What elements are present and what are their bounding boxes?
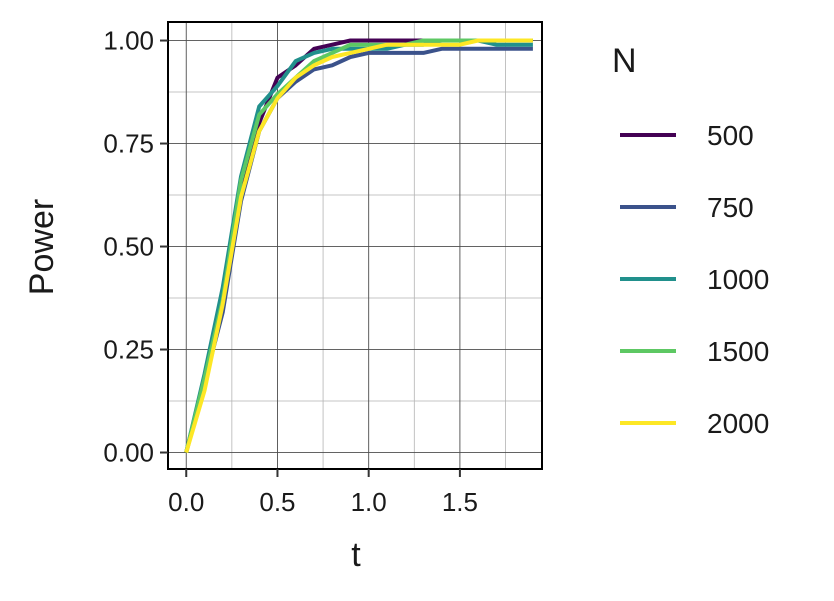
- y-tick-label: 0.50: [103, 232, 154, 262]
- y-tick-label: 1.00: [103, 26, 154, 56]
- legend: N 500 750 1000 1500 2000: [612, 42, 769, 439]
- legend-label-500: 500: [707, 120, 754, 151]
- x-tick-label: 1.0: [351, 487, 387, 517]
- y-tick-label: 0.00: [103, 438, 154, 468]
- panel-border: [167, 21, 543, 470]
- legend-label-1000: 1000: [707, 264, 769, 295]
- series-line-750: [184, 46, 533, 454]
- y-axis-title: Power: [23, 199, 61, 295]
- y-tick-label: 0.75: [103, 129, 154, 159]
- x-tick-label: 1.5: [442, 487, 478, 517]
- x-tick-label: 0.5: [259, 487, 295, 517]
- legend-label-1500: 1500: [707, 336, 769, 367]
- grid-minor: [168, 22, 542, 469]
- x-tick-label: 0.0: [168, 487, 204, 517]
- series-lines: [184, 38, 533, 454]
- series-line-2000: [184, 38, 533, 454]
- y-tick-label: 0.25: [103, 335, 154, 365]
- legend-title: N: [612, 42, 637, 80]
- y-axis-ticks: 0.00 0.25 0.50 0.75 1.00: [103, 26, 168, 468]
- legend-label-750: 750: [707, 192, 754, 223]
- x-axis-title: t: [351, 536, 361, 574]
- x-axis-ticks: 0.0 0.5 1.0 1.5: [168, 469, 478, 517]
- grid-major: [168, 22, 542, 469]
- legend-label-2000: 2000: [707, 408, 769, 439]
